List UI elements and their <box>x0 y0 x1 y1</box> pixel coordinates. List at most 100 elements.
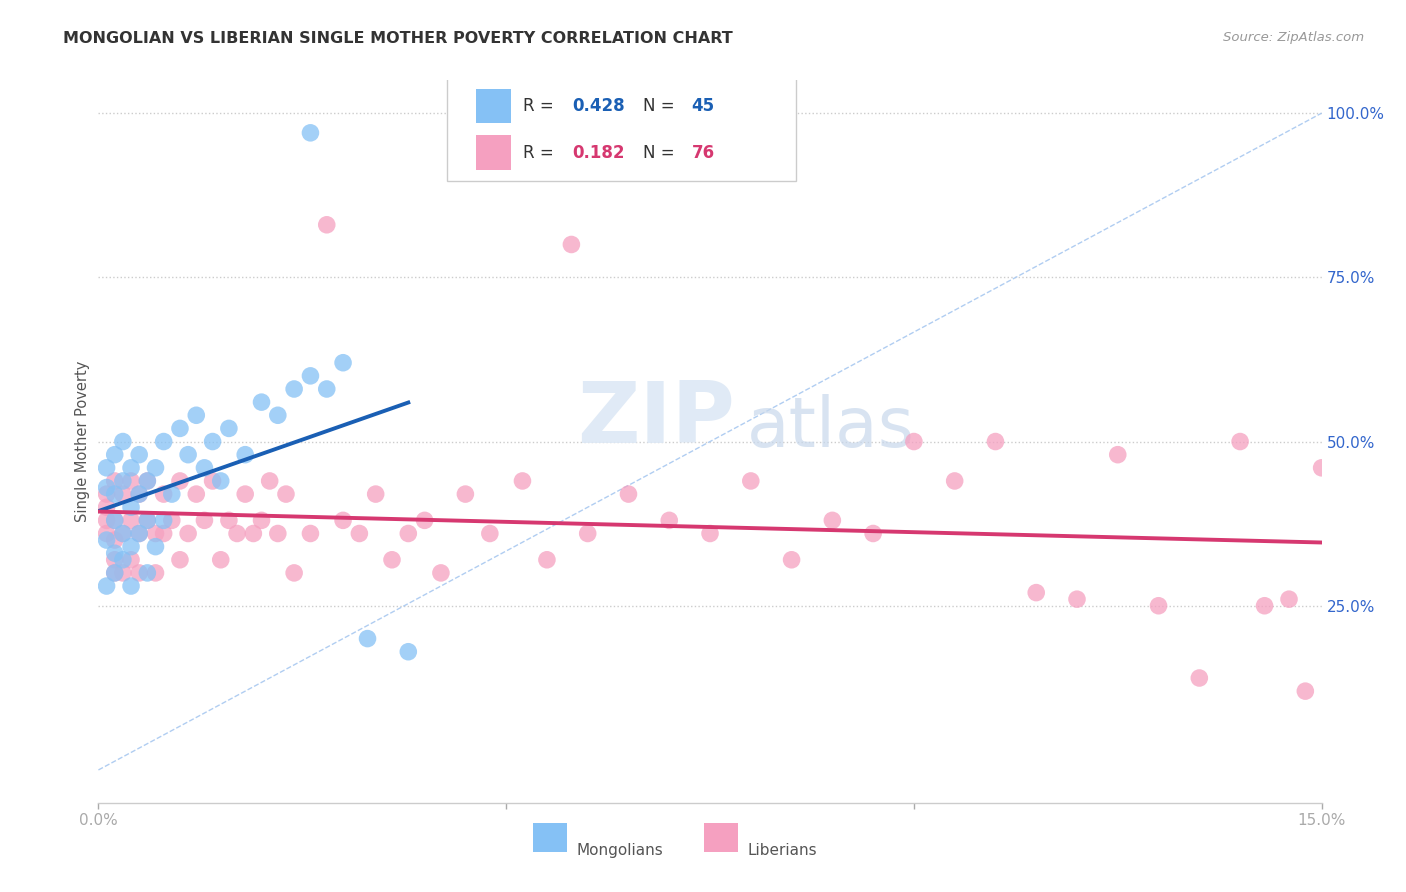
Point <box>658 513 681 527</box>
Point <box>259 474 281 488</box>
Text: Liberians: Liberians <box>748 843 817 857</box>
Point <box>356 632 378 646</box>
Point <box>145 566 167 580</box>
Point <box>218 421 240 435</box>
Point <box>128 487 150 501</box>
Point <box>169 553 191 567</box>
Point <box>381 553 404 567</box>
Point <box>780 553 803 567</box>
Text: 45: 45 <box>692 97 714 115</box>
Point <box>136 474 159 488</box>
Point <box>267 409 290 423</box>
Point <box>1107 448 1129 462</box>
Text: R =: R = <box>523 144 558 161</box>
Point <box>315 382 337 396</box>
Point <box>315 218 337 232</box>
Point <box>128 566 150 580</box>
Point <box>111 434 134 449</box>
Point <box>283 382 305 396</box>
Point <box>349 526 371 541</box>
Point <box>145 540 167 554</box>
Point <box>186 487 208 501</box>
Point <box>617 487 640 501</box>
Point <box>193 460 215 475</box>
Point <box>862 526 884 541</box>
Point <box>169 421 191 435</box>
Point <box>96 579 118 593</box>
Point <box>145 460 167 475</box>
Point <box>177 448 200 462</box>
Point <box>111 487 134 501</box>
Point <box>104 533 127 547</box>
Point <box>560 237 582 252</box>
Point <box>903 434 925 449</box>
FancyBboxPatch shape <box>477 136 510 170</box>
Point <box>299 368 322 383</box>
Point <box>111 553 134 567</box>
Point <box>120 579 142 593</box>
Point <box>512 474 534 488</box>
Point <box>332 513 354 527</box>
Point <box>396 526 419 541</box>
Point <box>111 474 134 488</box>
Point <box>1294 684 1316 698</box>
Point <box>104 546 127 560</box>
Y-axis label: Single Mother Poverty: Single Mother Poverty <box>75 361 90 522</box>
Point <box>96 500 118 515</box>
Text: ZIP: ZIP <box>576 378 734 461</box>
Text: MONGOLIAN VS LIBERIAN SINGLE MOTHER POVERTY CORRELATION CHART: MONGOLIAN VS LIBERIAN SINGLE MOTHER POVE… <box>63 31 733 46</box>
Point <box>218 513 240 527</box>
Point <box>332 356 354 370</box>
Point <box>96 481 118 495</box>
Point <box>943 474 966 488</box>
Point <box>201 474 224 488</box>
Point <box>104 566 127 580</box>
Point <box>104 474 127 488</box>
Point <box>160 513 183 527</box>
Text: N =: N = <box>643 97 679 115</box>
Point <box>1025 585 1047 599</box>
Text: atlas: atlas <box>747 393 914 460</box>
Point <box>169 474 191 488</box>
Point <box>233 448 256 462</box>
Point <box>120 460 142 475</box>
Text: 0.428: 0.428 <box>572 97 624 115</box>
Point <box>984 434 1007 449</box>
Point <box>128 526 150 541</box>
Point <box>145 526 167 541</box>
Point <box>120 474 142 488</box>
Point <box>128 448 150 462</box>
Point <box>186 409 208 423</box>
Point <box>96 526 118 541</box>
Point <box>364 487 387 501</box>
Point <box>576 526 599 541</box>
Point <box>267 526 290 541</box>
Point <box>299 126 322 140</box>
FancyBboxPatch shape <box>704 823 738 852</box>
Point <box>1147 599 1170 613</box>
Point <box>136 566 159 580</box>
Point <box>299 526 322 541</box>
Point <box>136 513 159 527</box>
Point <box>152 487 174 501</box>
Point <box>104 566 127 580</box>
Point <box>201 434 224 449</box>
Point <box>136 513 159 527</box>
Point <box>233 487 256 501</box>
Point <box>152 513 174 527</box>
Point <box>104 513 127 527</box>
Point <box>1188 671 1211 685</box>
Point <box>1253 599 1275 613</box>
Point <box>128 526 150 541</box>
Point <box>283 566 305 580</box>
Point <box>454 487 477 501</box>
Point <box>177 526 200 541</box>
Point <box>152 434 174 449</box>
Point <box>209 553 232 567</box>
Point <box>96 460 118 475</box>
Point <box>104 448 127 462</box>
Point <box>120 553 142 567</box>
Point <box>1278 592 1301 607</box>
Point <box>226 526 249 541</box>
Point <box>96 533 118 547</box>
